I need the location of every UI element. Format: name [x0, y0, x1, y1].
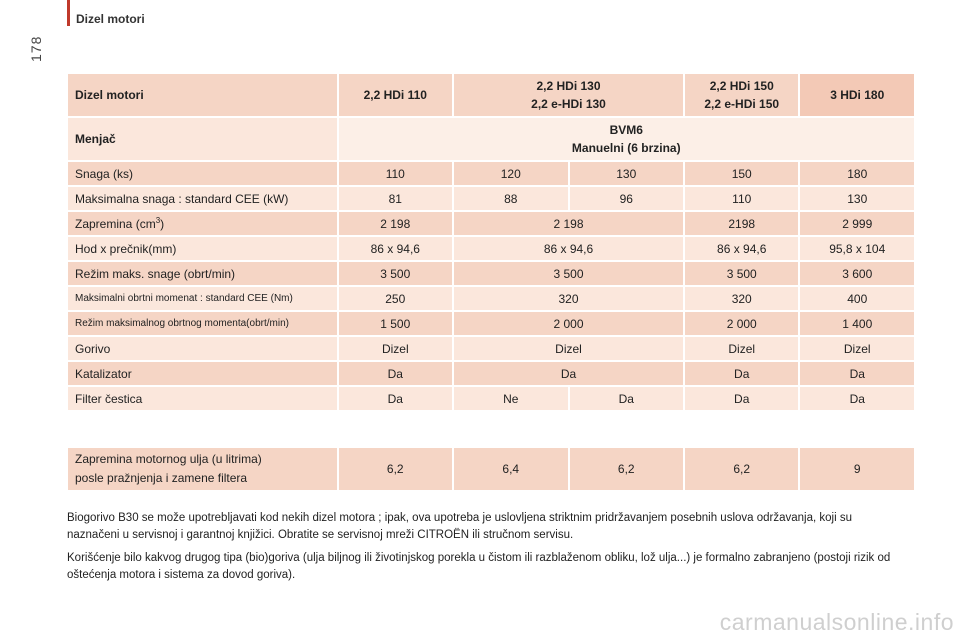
gearbox-label: Menjač — [68, 118, 337, 160]
row-label: Režim maks. snage (obrt/min) — [68, 262, 337, 285]
table-cell: 130 — [569, 162, 683, 185]
header-engine-label: Dizel motori — [68, 74, 337, 116]
table-row: Hod x prečnik(mm) 86 x 94,6 86 x 94,6 86… — [68, 237, 914, 260]
table-row: Filter čestica Da Ne Da Da Da — [68, 387, 914, 410]
oil-capacity-label: Zapremina motornog ulja (u litrima) posle… — [68, 448, 337, 490]
table-cell: 96 — [569, 187, 683, 210]
gearbox-row: Menjač BVM6 Manuelni (6 brzina) — [68, 118, 914, 160]
table-cell: 3 500 — [684, 262, 799, 285]
table-cell: Da — [800, 362, 914, 385]
table-cell: 6,2 — [338, 448, 453, 490]
row-label: Režim maksimalnog obrtnog momenta(obrt/m… — [68, 312, 337, 335]
table-cell: Dizel — [684, 337, 799, 360]
table-row: Maksimalni obrtni momenat : standard CEE… — [68, 287, 914, 310]
notes: Biogorivo B30 se može upotrebljavati kod… — [67, 510, 897, 590]
table-cell: 320 — [454, 287, 683, 310]
table-cell: 81 — [338, 187, 453, 210]
row-label: Snaga (ks) — [68, 162, 337, 185]
table-cell: 1 400 — [800, 312, 914, 335]
table-cell: Dizel — [338, 337, 453, 360]
table-cell: Da — [454, 362, 683, 385]
table-cell: 86 x 94,6 — [338, 237, 453, 260]
table-row: Gorivo Dizel Dizel Dizel Dizel — [68, 337, 914, 360]
table-cell: 6,2 — [684, 448, 799, 490]
table-cell: 250 — [338, 287, 453, 310]
table-row: Režim maks. snage (obrt/min) 3 500 3 500… — [68, 262, 914, 285]
table-cell: Da — [338, 362, 453, 385]
table-cell: Ne — [454, 387, 568, 410]
page-number: 178 — [28, 35, 44, 62]
table-cell: 320 — [684, 287, 799, 310]
section-title: Dizel motori — [76, 12, 145, 26]
table-cell: 2 999 — [800, 212, 914, 235]
table-row: Maksimalna snaga : standard CEE (kW) 81 … — [68, 187, 914, 210]
table-row: Katalizator Da Da Da Da — [68, 362, 914, 385]
table-row: Snaga (ks) 110 120 130 150 180 — [68, 162, 914, 185]
table-cell: 110 — [684, 187, 799, 210]
table-cell: 2 198 — [454, 212, 683, 235]
table-cell: Da — [800, 387, 914, 410]
table-cell: 120 — [454, 162, 568, 185]
table-cell: 3 500 — [338, 262, 453, 285]
table-cell: 3 600 — [800, 262, 914, 285]
table-cell: Da — [684, 387, 799, 410]
table-cell: Da — [338, 387, 453, 410]
fuel-warning-note: Korišćenje bilo kakvog drugog tipa (bio)… — [67, 552, 891, 581]
table-cell: 2 000 — [684, 312, 799, 335]
table-row: Režim maksimalnog obrtnog momenta(obrt/m… — [68, 312, 914, 335]
table-cell: 3 500 — [454, 262, 683, 285]
table-cell: Dizel — [454, 337, 683, 360]
table-cell: Dizel — [800, 337, 914, 360]
table-cell: 130 — [800, 187, 914, 210]
table-cell: 110 — [338, 162, 453, 185]
row-label: Maksimalna snaga : standard CEE (kW) — [68, 187, 337, 210]
table-row: Zapremina motornog ulja (u litrima) posle… — [68, 448, 914, 490]
biofuel-note: Biogorivo B30 se može upotrebljavati kod… — [67, 512, 852, 541]
table-row: Zapremina (cm3) 2 198 2 198 2198 2 999 — [68, 212, 914, 235]
table-cell: 2198 — [684, 212, 799, 235]
row-label: Katalizator — [68, 362, 337, 385]
row-label: Filter čestica — [68, 387, 337, 410]
table-cell: Da — [684, 362, 799, 385]
table-cell: 1 500 — [338, 312, 453, 335]
row-label: Maksimalni obrtni momenat : standard CEE… — [68, 287, 337, 310]
table-header-row: Dizel motori 2,2 HDi 110 2,2 HDi 130 2,2 … — [68, 74, 914, 116]
row-label: Hod x prečnik(mm) — [68, 237, 337, 260]
header-engine-150: 2,2 HDi 150 2,2 e-HDi 150 — [684, 74, 799, 116]
gearbox-value: BVM6 Manuelni (6 brzina) — [338, 118, 914, 160]
table-cell: 95,8 x 104 — [800, 237, 914, 260]
diesel-engine-spec-table: Dizel motori 2,2 HDi 110 2,2 HDi 130 2,2 … — [66, 72, 916, 412]
table-cell: 180 — [800, 162, 914, 185]
table-cell: 9 — [800, 448, 914, 490]
table-cell: Da — [569, 387, 683, 410]
section-accent-bar — [67, 0, 70, 26]
table-cell: 150 — [684, 162, 799, 185]
table-cell: 2 198 — [338, 212, 453, 235]
table-cell: 2 000 — [454, 312, 683, 335]
header-engine-180: 3 HDi 180 — [800, 74, 914, 116]
table-cell: 400 — [800, 287, 914, 310]
row-label: Zapremina (cm3) — [68, 212, 337, 235]
table-cell: 88 — [454, 187, 568, 210]
table-cell: 6,2 — [569, 448, 683, 490]
table-cell: 6,4 — [454, 448, 568, 490]
table-cell: 86 x 94,6 — [684, 237, 799, 260]
table-cell: 86 x 94,6 — [454, 237, 683, 260]
header-engine-130: 2,2 HDi 130 2,2 e-HDi 130 — [454, 74, 683, 116]
row-label: Gorivo — [68, 337, 337, 360]
watermark: carmanualsonline.info — [719, 609, 954, 635]
header-engine-110: 2,2 HDi 110 — [338, 74, 453, 116]
engine-oil-table: Zapremina motornog ulja (u litrima) posle… — [66, 446, 916, 492]
